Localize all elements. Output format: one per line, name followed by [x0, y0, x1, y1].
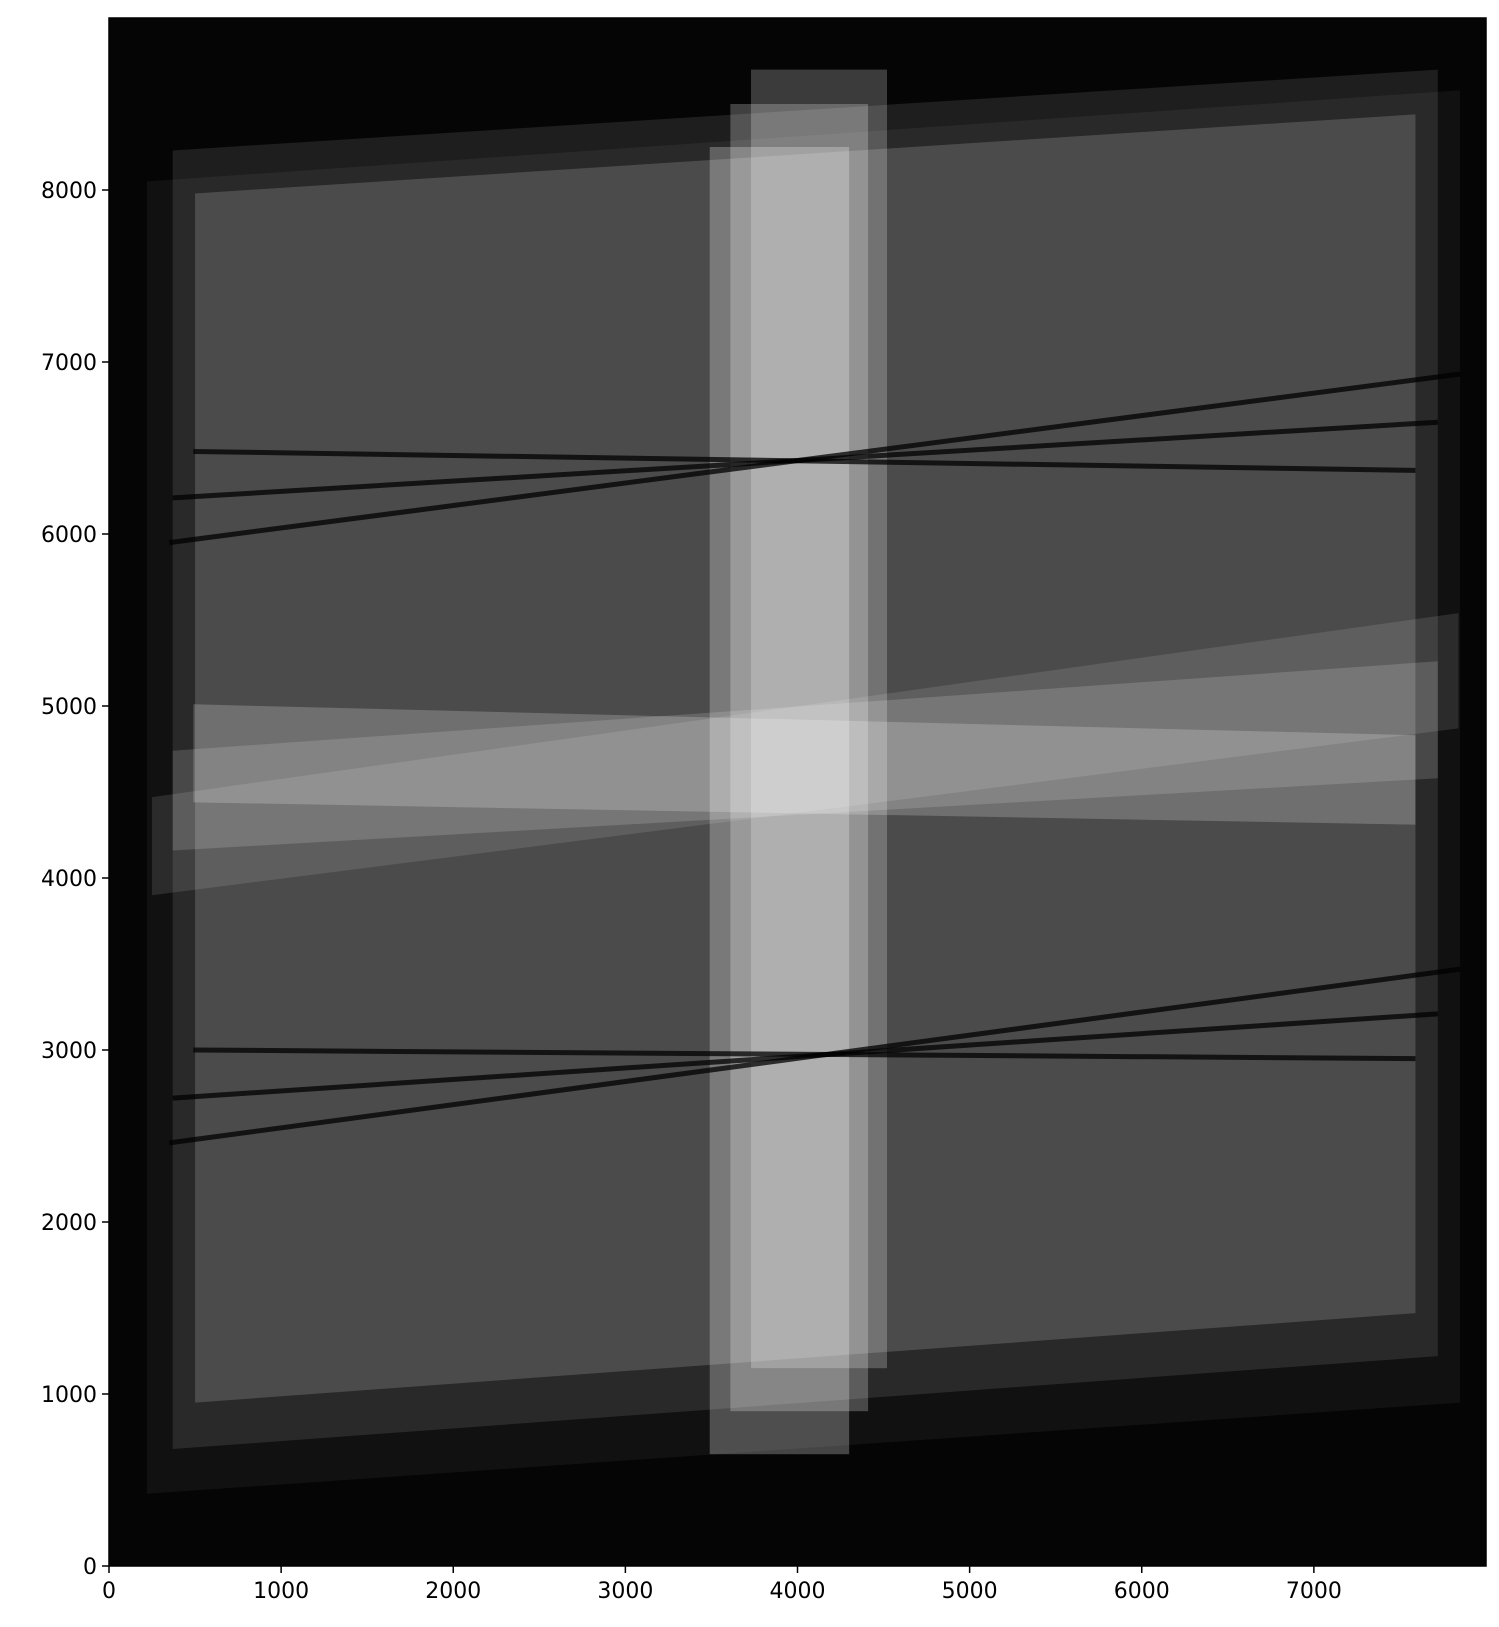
x-tick-label: 0 — [102, 1579, 116, 1604]
y-axis: 0 1000 2000 3000 4000 5000 6000 7000 8000 — [41, 179, 109, 1580]
image-layer — [109, 18, 1486, 1566]
y-tick-label: 0 — [83, 1555, 97, 1580]
horizontal-band-exposure — [193, 704, 1416, 825]
x-tick-label: 1000 — [253, 1579, 309, 1604]
horizontal-band-exposure — [152, 613, 1459, 896]
y-tick-label: 3000 — [41, 1039, 97, 1064]
image-background — [109, 18, 1486, 1566]
exposure-frame — [195, 114, 1416, 1403]
x-tick-label: 2000 — [425, 1579, 481, 1604]
x-tick-label: 3000 — [597, 1579, 653, 1604]
chip-gap-line — [193, 1047, 1416, 1062]
x-tick-label: 5000 — [942, 1579, 998, 1604]
y-tick-label: 5000 — [41, 695, 97, 720]
vertical-band-exposure — [730, 104, 869, 1412]
x-axis: 0 1000 2000 3000 4000 5000 6000 7000 — [102, 1566, 1342, 1604]
y-tick-label: 6000 — [41, 523, 97, 548]
x-tick-label: 6000 — [1114, 1579, 1170, 1604]
y-tick-label: 4000 — [41, 867, 97, 892]
exposure-frame — [172, 69, 1438, 1450]
vertical-band-exposure — [709, 147, 850, 1455]
y-tick-label: 7000 — [41, 351, 97, 376]
horizontal-band-exposure — [172, 661, 1438, 851]
vertical-band-exposure — [751, 69, 888, 1369]
y-tick-label: 8000 — [41, 179, 97, 204]
chip-gap-line — [193, 448, 1416, 473]
x-tick-label: 7000 — [1286, 1579, 1342, 1604]
y-tick-label: 1000 — [41, 1383, 97, 1408]
x-tick-label: 4000 — [770, 1579, 826, 1604]
y-tick-label: 2000 — [41, 1211, 97, 1236]
